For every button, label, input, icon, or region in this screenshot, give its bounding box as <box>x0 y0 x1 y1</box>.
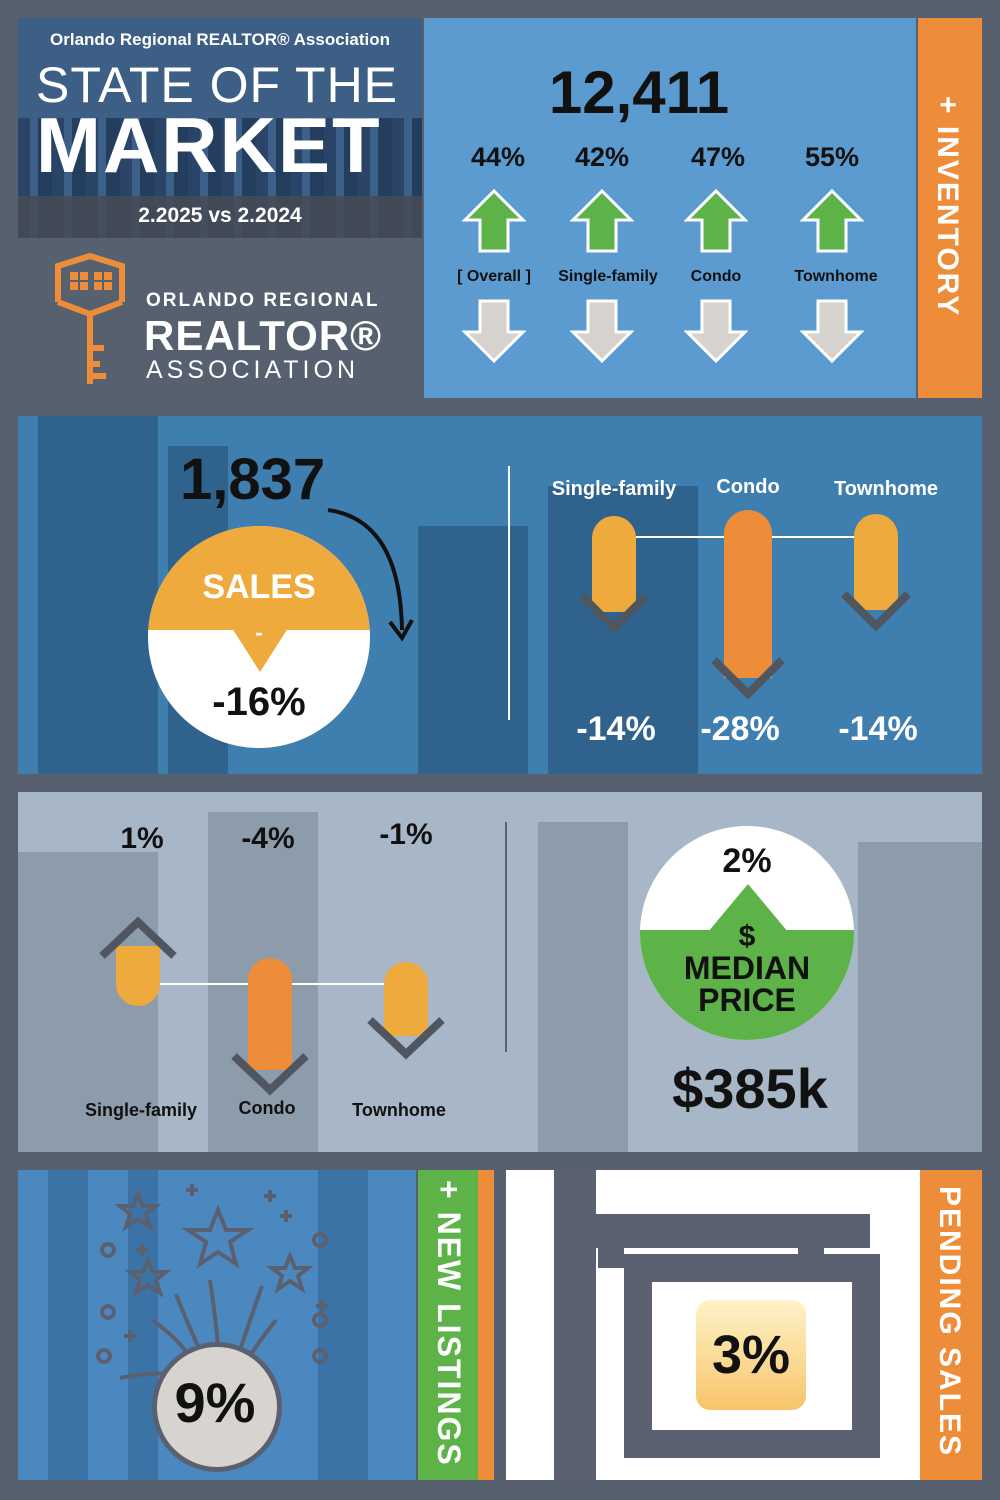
inventory-total: 12,411 <box>548 59 730 126</box>
price-condo-label: Condo <box>238 1098 296 1118</box>
key-house-logo-icon <box>55 252 125 384</box>
new-listings-tab-accent <box>478 1170 494 1480</box>
price-townhome-down-arrow-icon <box>367 962 445 1060</box>
sales-total: 1,837 <box>180 447 326 512</box>
pending-sales-section-label: PENDING SALES <box>933 1186 966 1458</box>
inventory-overall-pct: 44% <box>470 142 526 172</box>
sales-townhome-label: Townhome <box>833 478 939 500</box>
sales-condo-pct: -28% <box>700 710 780 748</box>
logo-text-association: ASSOCIATION <box>146 356 360 384</box>
up-arrow-icon <box>800 188 864 253</box>
pointer-triangle-icon <box>232 628 288 672</box>
down-arrow-icon <box>800 299 864 364</box>
inventory-condo-label: Condo <box>690 268 742 285</box>
inventory-overall-label: [ Overall ] <box>457 268 531 285</box>
pending-sales-tab <box>920 1170 982 1480</box>
sales-pct: -16% <box>212 680 306 724</box>
inventory-townhome-pct: 55% <box>804 142 860 172</box>
sales-single-family-pct: -14% <box>576 710 656 748</box>
up-arrow-icon <box>462 188 526 253</box>
new-listings-panel <box>18 1170 416 1480</box>
sales-condo-label: Condo <box>716 476 780 498</box>
sales-single-family-label: Single-family <box>551 478 677 500</box>
down-arrow-icon <box>462 299 526 364</box>
new-listings-section-label: + NEW LISTINGS <box>431 1180 467 1467</box>
divider <box>505 822 507 1052</box>
inventory-townhome-label: Townhome <box>794 268 878 285</box>
date-band <box>18 196 422 238</box>
price-single-family-label: Single-family <box>84 1100 198 1120</box>
up-triangle-icon <box>708 884 788 932</box>
sales-sign: - <box>255 620 263 645</box>
price-condo-down-arrow-icon <box>231 958 309 1096</box>
page-title-line1: STATE OF THE <box>36 57 399 113</box>
curved-arrow-icon <box>327 508 414 642</box>
logo-area <box>18 238 422 398</box>
dollar-sign: $ <box>738 920 756 953</box>
sales-townhome-pct: -14% <box>838 710 918 748</box>
date-range: 2.2025 vs 2.2024 <box>138 204 302 227</box>
new-listings-pct: 9% <box>174 1371 256 1434</box>
sales-single-family-down-arrow-icon <box>579 516 649 634</box>
median-label-line2: PRICE <box>698 982 796 1018</box>
price-single-family-pct: 1% <box>120 822 164 855</box>
price-condo-pct: -4% <box>241 822 295 855</box>
logo-text-orlando: ORLANDO REGIONAL <box>146 290 380 311</box>
logo-text-realtor: REALTOR® <box>144 312 383 359</box>
page-title-line2: MARKET <box>36 101 382 189</box>
down-arrow-icon <box>570 299 634 364</box>
down-arrow-icon <box>684 299 748 364</box>
up-arrow-icon <box>570 188 634 253</box>
up-arrow-icon <box>684 188 748 253</box>
pending-sales-box <box>696 1300 806 1410</box>
price-single-family-up-arrow-icon <box>99 916 177 1006</box>
inventory-single-family-label: Single-family <box>558 268 658 285</box>
median-price-pct: 2% <box>722 842 772 880</box>
new-listings-circle <box>152 1342 282 1472</box>
new-listings-tab <box>418 1170 478 1480</box>
divider <box>508 466 510 720</box>
for-sale-sign-icon <box>554 1170 880 1480</box>
org-name: Orlando Regional REALTOR® Association <box>50 30 390 49</box>
sales-townhome-down-arrow-icon <box>841 514 911 632</box>
price-townhome-pct: -1% <box>379 818 433 851</box>
inventory-section-label: + INVENTORY <box>931 96 964 318</box>
inventory-condo-pct: 47% <box>690 142 746 172</box>
sales-label: SALES <box>202 568 316 606</box>
median-label-line1: MEDIAN <box>683 950 811 986</box>
median-price-circle <box>640 826 854 1040</box>
sales-condo-down-arrow-icon <box>711 510 785 700</box>
pending-sales-pct: 3% <box>711 1325 791 1385</box>
median-price-label: MEDIAN PRICE <box>640 952 854 1016</box>
median-price-value: $385k <box>672 1057 828 1120</box>
inventory-tab <box>918 18 982 398</box>
price-townhome-label: Townhome <box>352 1100 446 1120</box>
inventory-single-family-pct: 42% <box>574 142 630 172</box>
